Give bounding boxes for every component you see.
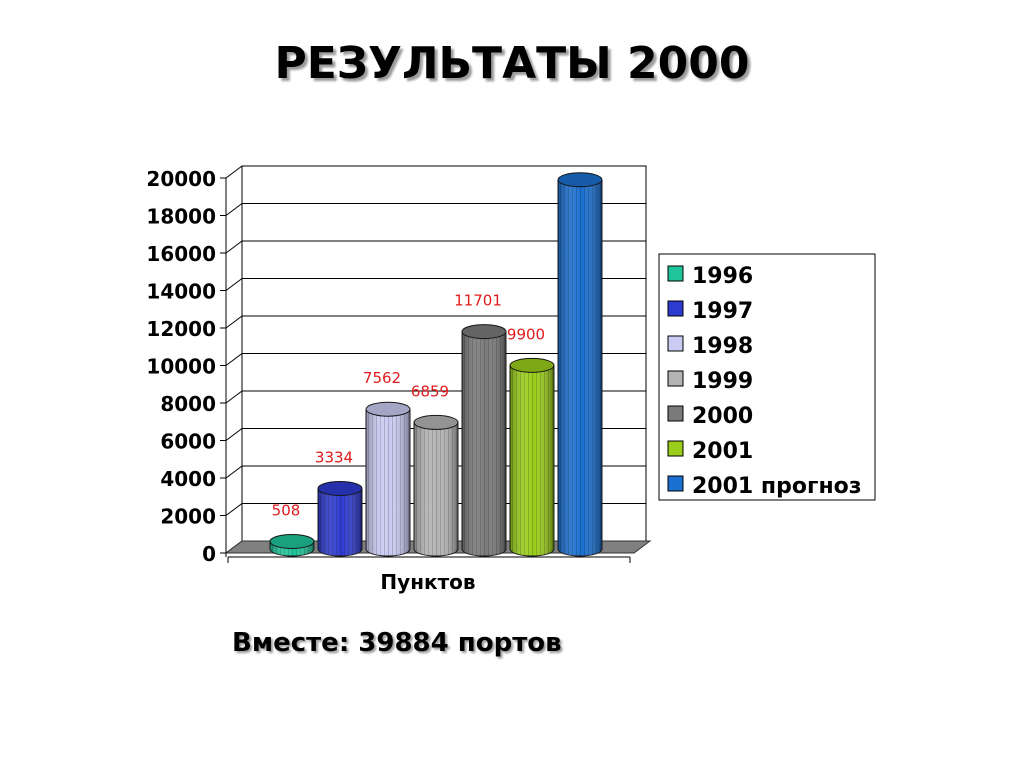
y-tick-label: 16000 [146, 242, 216, 266]
bar-top-shade [558, 172, 602, 187]
bar-top [317, 480, 363, 496]
data-label: 3334 [315, 448, 353, 466]
bar-top-shade [510, 358, 554, 373]
legend-swatch [667, 335, 684, 352]
y-tick-label: 12000 [146, 317, 216, 341]
bar-top [557, 172, 603, 188]
gridline-side [225, 503, 243, 516]
bar-2001 [509, 357, 555, 557]
bar-top [269, 533, 315, 549]
data-labels: 508 3334 7562 6859 11701 9900 [272, 292, 545, 520]
gridline-side [225, 278, 243, 291]
bar-top-shade [414, 415, 458, 430]
gridline-side [225, 428, 243, 441]
gridline-side [225, 465, 243, 479]
legend-item: 1996 [692, 264, 753, 289]
bar-top-shade [366, 402, 410, 417]
bar-shade [510, 365, 554, 556]
bar-top-shade [270, 534, 314, 549]
gridline-side [225, 165, 243, 179]
y-tick-label: 2000 [160, 505, 216, 529]
bar-top [413, 414, 459, 430]
y-tick-label: 4000 [160, 467, 216, 491]
legend-box [658, 253, 876, 501]
bar-shade [318, 488, 362, 556]
bar-shade [558, 179, 602, 556]
legend-item: 2001 прогноз [692, 474, 862, 499]
gridline-side [225, 315, 243, 329]
legend-swatch [667, 475, 684, 492]
legend-item: 2000 [692, 404, 753, 429]
data-label: 9900 [507, 325, 545, 343]
bar-shade [414, 422, 458, 556]
page-title: РЕЗУЛЬТАТЫ 2000 [274, 38, 750, 89]
bar-1999 [413, 414, 459, 557]
gridline-side [225, 390, 243, 404]
y-tick-label: 14000 [146, 280, 216, 304]
legend-item: 2001 [692, 439, 753, 464]
data-label: 508 [272, 501, 301, 519]
data-label: 7562 [363, 369, 401, 387]
bar-1996 [269, 533, 315, 557]
bar-shade [366, 409, 410, 556]
legend: 1996 1997 1998 1999 2000 2001 2001 прогноз [658, 253, 876, 501]
legend-swatch [667, 300, 684, 317]
y-tick-label: 8000 [160, 392, 216, 416]
gridline-side [225, 240, 243, 254]
bar-top [365, 401, 411, 417]
data-label: 11701 [454, 292, 502, 310]
legend-swatch [667, 440, 684, 457]
y-tick-label: 10000 [146, 355, 216, 379]
bar-2001-прогноз [557, 172, 603, 557]
y-axis: 0 2000 4000 6000 8000 10000 12000 14000 16000 180… [146, 167, 631, 566]
y-tick-label: 0 [202, 542, 216, 566]
legend-swatch [667, 405, 684, 422]
y-tick-label: 18000 [146, 205, 216, 229]
chart-bars [269, 172, 603, 557]
total-summary: Вместе: 39884 портов [232, 628, 562, 658]
bar-2000 [461, 324, 507, 557]
bar-top [509, 357, 555, 373]
legend-swatch [667, 370, 684, 387]
bar-top-shade [318, 481, 362, 496]
legend-item: 1997 [692, 299, 753, 324]
gridline-side [225, 203, 243, 216]
bar-1998 [365, 401, 411, 557]
bar-top-shade [462, 324, 506, 339]
x-axis-label: Пунктов [380, 570, 475, 594]
bar-1997 [317, 480, 363, 557]
legend-item: 1998 [692, 334, 753, 359]
gridline-side [225, 353, 243, 366]
y-tick-label: 6000 [160, 430, 216, 454]
data-label: 6859 [411, 382, 449, 400]
bar-shade [462, 331, 506, 556]
bar-top [461, 324, 507, 340]
legend-item: 1999 [692, 369, 753, 394]
y-tick-label: 20000 [146, 167, 216, 191]
legend-swatch [667, 265, 684, 282]
